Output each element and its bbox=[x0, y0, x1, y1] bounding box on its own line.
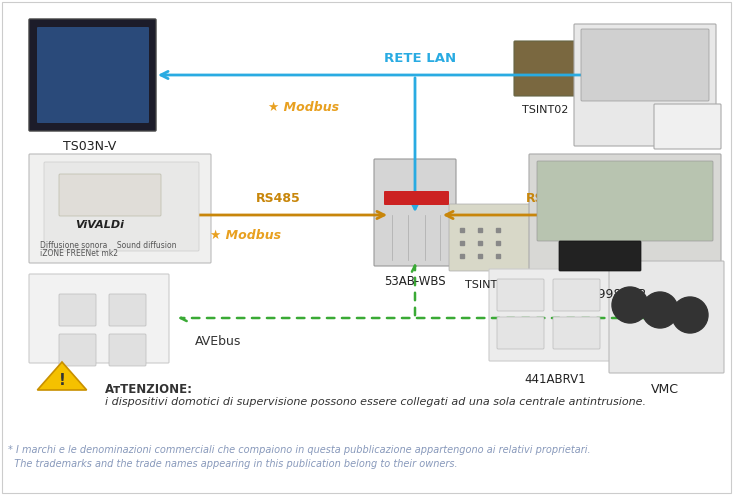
Text: ★ Modbus: ★ Modbus bbox=[268, 100, 339, 113]
FancyBboxPatch shape bbox=[553, 317, 600, 349]
FancyBboxPatch shape bbox=[59, 294, 96, 326]
FancyBboxPatch shape bbox=[29, 274, 169, 363]
Text: AVEbus: AVEbus bbox=[195, 335, 241, 348]
Text: RETE LAN: RETE LAN bbox=[384, 52, 456, 65]
Text: i dispositivi domotici di supervisione possono essere collegati ad una sola cent: i dispositivi domotici di supervisione p… bbox=[105, 397, 646, 407]
FancyBboxPatch shape bbox=[497, 317, 544, 349]
Polygon shape bbox=[37, 362, 86, 390]
FancyBboxPatch shape bbox=[609, 261, 724, 373]
FancyBboxPatch shape bbox=[59, 174, 161, 216]
Text: iZONE FREENet mk2: iZONE FREENet mk2 bbox=[40, 249, 118, 258]
Text: 53AB-WBS: 53AB-WBS bbox=[384, 275, 446, 288]
FancyBboxPatch shape bbox=[489, 269, 619, 361]
Text: VMC: VMC bbox=[651, 383, 679, 396]
Circle shape bbox=[642, 292, 678, 328]
FancyBboxPatch shape bbox=[384, 191, 449, 205]
FancyBboxPatch shape bbox=[109, 334, 146, 366]
Text: * I marchi e le denominazioni commerciali che compaiono in questa pubblicazione : * I marchi e le denominazioni commercial… bbox=[8, 445, 591, 455]
FancyBboxPatch shape bbox=[59, 334, 96, 366]
Text: TSINT02: TSINT02 bbox=[522, 105, 568, 115]
FancyBboxPatch shape bbox=[537, 161, 713, 241]
FancyBboxPatch shape bbox=[497, 279, 544, 311]
Circle shape bbox=[612, 287, 648, 323]
FancyBboxPatch shape bbox=[529, 154, 721, 279]
FancyBboxPatch shape bbox=[574, 24, 716, 146]
Text: AF949PLUS: AF949PLUS bbox=[600, 160, 670, 173]
FancyBboxPatch shape bbox=[374, 159, 456, 266]
FancyBboxPatch shape bbox=[37, 27, 149, 123]
Text: ViVALDi: ViVALDi bbox=[75, 220, 124, 230]
Text: TSINT01: TSINT01 bbox=[465, 280, 511, 290]
FancyBboxPatch shape bbox=[654, 104, 721, 149]
FancyBboxPatch shape bbox=[44, 162, 199, 251]
Text: Diffusione sonora    Sound diffusion: Diffusione sonora Sound diffusion bbox=[40, 241, 177, 250]
FancyBboxPatch shape bbox=[581, 29, 709, 101]
Text: 441ABRV1: 441ABRV1 bbox=[524, 373, 586, 386]
FancyBboxPatch shape bbox=[109, 294, 146, 326]
Text: AF998EXP: AF998EXP bbox=[583, 288, 647, 301]
FancyBboxPatch shape bbox=[449, 204, 531, 271]
FancyBboxPatch shape bbox=[514, 41, 579, 96]
Text: !: ! bbox=[59, 373, 65, 388]
FancyBboxPatch shape bbox=[559, 241, 641, 271]
FancyBboxPatch shape bbox=[29, 154, 211, 263]
FancyBboxPatch shape bbox=[29, 19, 156, 131]
FancyBboxPatch shape bbox=[553, 279, 600, 311]
Text: AᴛTENZIONE:: AᴛTENZIONE: bbox=[105, 383, 193, 396]
Text: The trademarks and the trade names appearing in this publication belong to their: The trademarks and the trade names appea… bbox=[8, 459, 457, 469]
Text: RS232: RS232 bbox=[526, 192, 570, 205]
Text: TS03N-V: TS03N-V bbox=[63, 140, 117, 153]
Circle shape bbox=[672, 297, 708, 333]
Text: ★ Modbus: ★ Modbus bbox=[210, 229, 281, 242]
Text: RS485: RS485 bbox=[256, 192, 301, 205]
